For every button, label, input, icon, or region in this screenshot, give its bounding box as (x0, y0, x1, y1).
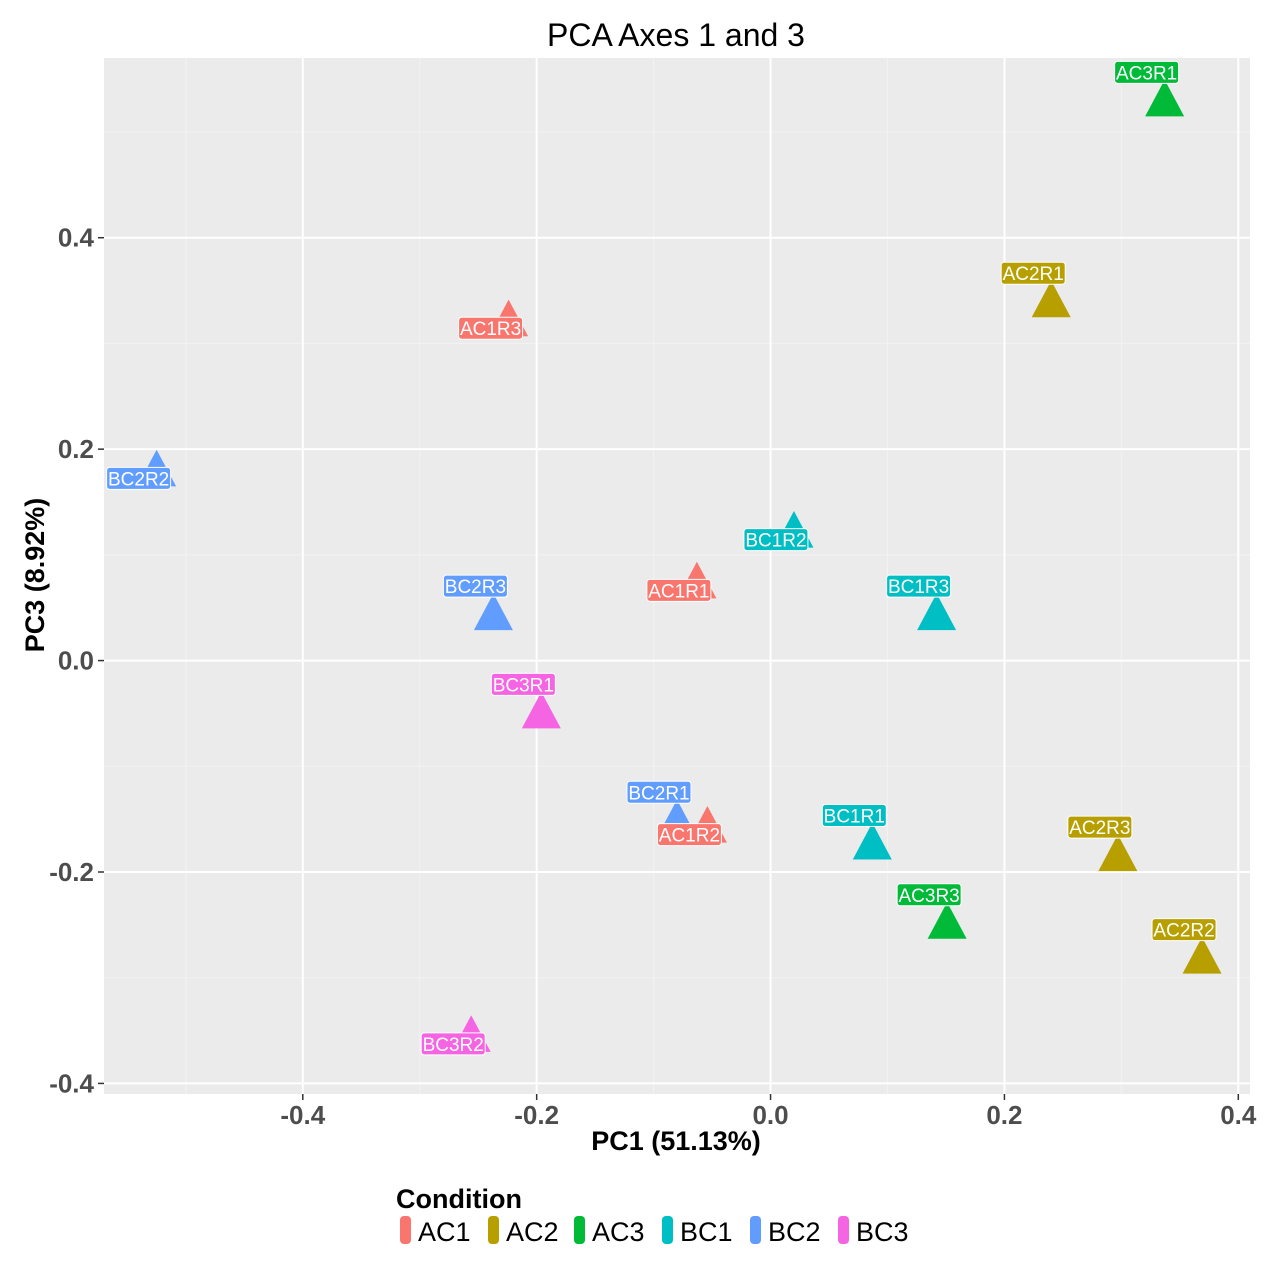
point-label-box (458, 316, 524, 340)
point-label: AC2R1 (1003, 264, 1064, 285)
legend-title: Condition (396, 1184, 522, 1214)
x-axis-title: PC1 (51.13%) (591, 1126, 761, 1156)
data-point-bc1r3 (917, 593, 957, 631)
legend-label-ac1: AC1 (418, 1217, 471, 1247)
axes: -0.4 -0.2 0.0 0.2 0.4 -0.4 -0.2 0.0 0.2 0.4 (49, 223, 1257, 1130)
data-point-ac2r3 (1098, 834, 1138, 872)
point-label-box (106, 466, 172, 490)
point-label-box (420, 1032, 486, 1056)
data-point-ac3r1 (1145, 79, 1185, 117)
point-label: AC1R3 (460, 319, 521, 340)
data-point-ac3r3 (927, 902, 967, 939)
point-label: AC1R1 (648, 581, 709, 602)
legend: AC1 AC2 AC3 BC1 BC2 BC3 (400, 1216, 909, 1247)
point-label: AC2R3 (1069, 818, 1130, 839)
legend-key-ac3 (574, 1216, 585, 1244)
point-label: BC3R2 (423, 1035, 484, 1056)
data-point-ac2r1 (1031, 280, 1071, 318)
x-tick-label: 0.2 (986, 1100, 1022, 1130)
chart-title: PCA Axes 1 and 3 (547, 17, 805, 53)
point-label: AC3R3 (899, 886, 960, 907)
y-tick-label: 0.4 (58, 223, 95, 253)
point-label: BC2R2 (108, 469, 169, 490)
legend-key-bc3 (838, 1216, 849, 1244)
point-label-box (1000, 261, 1066, 285)
legend-key-bc1 (662, 1216, 673, 1244)
x-tick-label: -0.4 (280, 1100, 325, 1130)
y-tick-label: 0.2 (58, 434, 94, 464)
data-point-ac2r2 (1182, 937, 1222, 974)
legend-label-bc3: BC3 (856, 1217, 909, 1247)
x-tick-label: -0.2 (514, 1100, 559, 1130)
point-label: AC1R2 (659, 826, 720, 847)
grid-lines (104, 58, 1250, 1094)
legend-key-ac1 (400, 1216, 411, 1244)
data-point-bc2r3 (473, 593, 513, 631)
legend-key-ac2 (488, 1216, 499, 1244)
point-label-box (646, 578, 712, 602)
y-tick-label: 0.0 (58, 646, 94, 676)
point-label: BC2R1 (628, 783, 689, 804)
legend-label-ac2: AC2 (506, 1217, 559, 1247)
y-tick-label: -0.4 (49, 1068, 94, 1098)
point-label-box (1151, 918, 1217, 942)
point-label: BC3R1 (493, 675, 554, 696)
y-axis-title: PC3 (8.92%) (20, 498, 50, 653)
point-label: AC3R1 (1116, 63, 1177, 84)
legend-label-bc1: BC1 (680, 1217, 733, 1247)
point-label-box (626, 780, 692, 804)
x-tick-label: 0.4 (1220, 1100, 1257, 1130)
point-label-box (743, 528, 809, 552)
data-point-bc1r1 (852, 822, 892, 860)
data-points: AC1R1 AC1R2 AC1R3 AC2R1 AC2R2 AC2R3 AC3R1 AC3R3… (106, 60, 1222, 1056)
point-label-box (442, 574, 508, 598)
x-tick-label: 0.0 (752, 1100, 788, 1130)
point-label-box (656, 823, 722, 847)
legend-label-ac3: AC3 (592, 1217, 645, 1247)
legend-key-bc2 (750, 1216, 761, 1244)
point-label: BC1R2 (745, 531, 806, 552)
point-label: BC2R3 (445, 577, 506, 598)
point-label-box (1114, 60, 1180, 84)
point-label-box (490, 672, 556, 696)
point-label-box (1067, 815, 1133, 839)
point-label-box (821, 804, 887, 828)
point-label: BC1R1 (824, 807, 885, 828)
y-tick-label: -0.2 (49, 857, 94, 887)
point-label-box (896, 883, 962, 907)
point-label: BC1R3 (888, 577, 949, 598)
plot-panel (104, 58, 1250, 1094)
point-label-box (886, 574, 952, 598)
legend-label-bc2: BC2 (768, 1217, 821, 1247)
data-point-bc3r1 (521, 691, 561, 729)
point-label: AC2R2 (1153, 921, 1214, 942)
